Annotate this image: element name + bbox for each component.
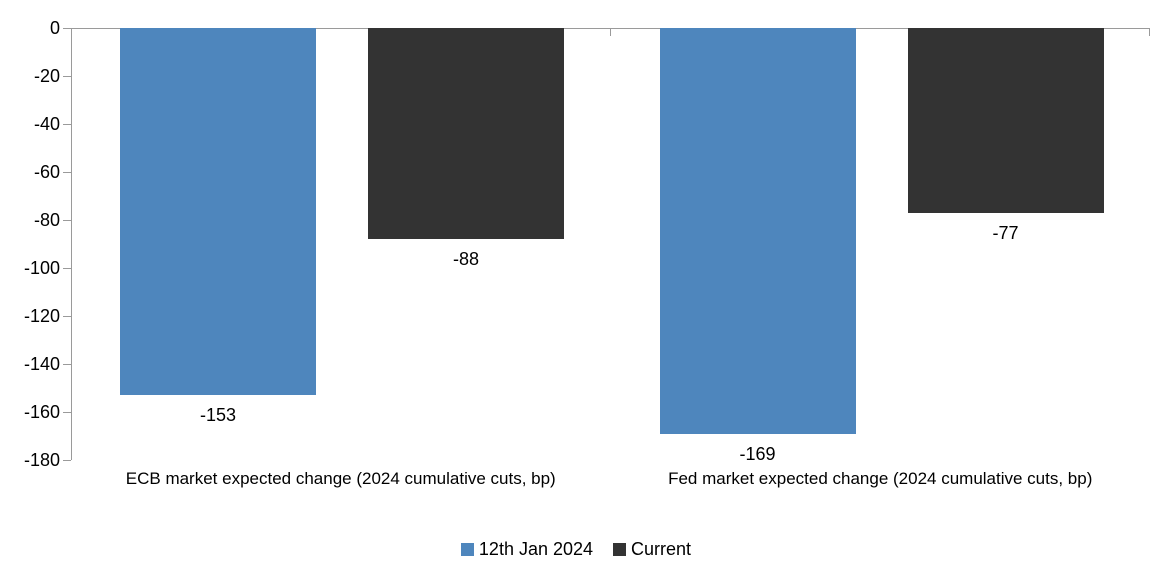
bar bbox=[120, 28, 316, 396]
y-axis-tick bbox=[63, 124, 71, 125]
legend-item: Current bbox=[613, 538, 691, 560]
bar-value-label: -153 bbox=[199, 405, 237, 426]
y-axis-tick bbox=[63, 460, 71, 461]
bar-value-label: -88 bbox=[452, 249, 479, 270]
plot-area: -153 -88 -169 -77 bbox=[71, 28, 1150, 464]
legend-swatch-icon bbox=[460, 542, 474, 556]
y-axis-tick-label: -20 bbox=[33, 66, 60, 86]
bar-value-label: -77 bbox=[992, 222, 1019, 243]
legend-item: 12th Jan 2024 bbox=[460, 538, 594, 560]
legend: 12th Jan 2024 Current bbox=[0, 538, 1152, 560]
legend-label: Current bbox=[631, 539, 692, 559]
y-axis-tick-label: -40 bbox=[33, 114, 60, 134]
y-axis-tick bbox=[63, 268, 71, 269]
category-axis-labels: ECB market expected change (2024 cumulat… bbox=[71, 468, 1150, 492]
y-axis-tick-label: 0 bbox=[49, 18, 60, 38]
bar bbox=[907, 28, 1104, 213]
x-axis-boundary-tick bbox=[1149, 28, 1150, 36]
y-axis-tick-label: -160 bbox=[23, 402, 60, 422]
y-axis-tick bbox=[63, 364, 71, 365]
x-axis-zero-line bbox=[71, 28, 1150, 29]
y-axis-tick bbox=[63, 28, 71, 29]
y-axis-tick-label: -180 bbox=[23, 450, 60, 470]
y-axis-tick bbox=[63, 172, 71, 173]
y-axis-tick-label: -60 bbox=[33, 162, 60, 182]
y-axis-tick bbox=[63, 412, 71, 413]
x-axis-boundary-tick bbox=[609, 28, 611, 36]
y-axis-tick-label: -80 bbox=[33, 210, 60, 230]
bar-value-label: -169 bbox=[739, 443, 776, 464]
y-axis-tick-label: -100 bbox=[23, 258, 60, 278]
y-axis-tick bbox=[63, 316, 71, 317]
y-axis-tick-label: -120 bbox=[23, 306, 60, 326]
bar bbox=[659, 28, 856, 434]
category-label: Fed market expected change (2024 cumulat… bbox=[668, 469, 1093, 488]
legend-swatch-icon bbox=[613, 542, 627, 556]
y-axis-tick-label: -140 bbox=[23, 354, 60, 374]
bar bbox=[368, 28, 564, 240]
y-axis-line bbox=[71, 28, 72, 460]
category-label: ECB market expected change (2024 cumulat… bbox=[125, 469, 556, 488]
y-axis-tick bbox=[63, 76, 71, 77]
y-axis-tick bbox=[63, 220, 71, 221]
legend-label: 12th Jan 2024 bbox=[478, 539, 594, 559]
